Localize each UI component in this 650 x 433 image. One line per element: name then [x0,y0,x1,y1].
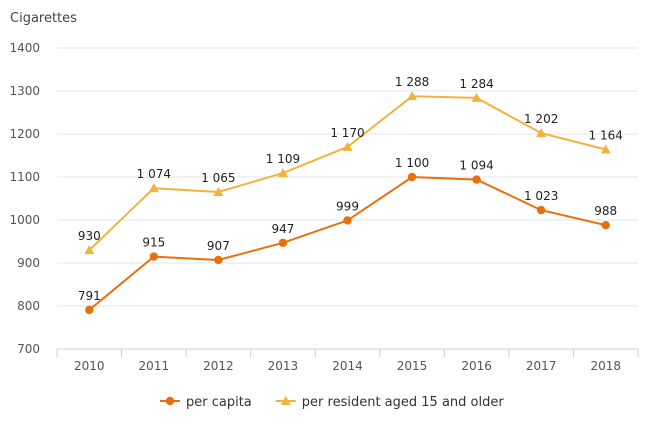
y-tick-label: 700 [17,342,40,356]
y-axis-title: Cigarettes [10,11,77,26]
y-axis-ticks: 700 800 900 1000 1100 1200 1300 1400 [9,41,40,356]
data-label: 1 074 [137,167,171,181]
data-point [601,220,610,230]
data-point [213,187,224,197]
data-label: 1 164 [589,128,623,142]
x-tick-label: 2012 [203,359,234,373]
x-tick-label: 2015 [397,359,428,373]
data-point [84,245,95,255]
data-point [343,216,352,225]
data-label: 930 [78,229,101,243]
legend-marker [280,396,291,405]
data-point [600,144,611,154]
y-tick-label: 1400 [9,41,40,55]
data-label: 988 [594,204,617,218]
legend-item-0[interactable]: per capita [160,395,252,410]
x-tick-label: 2017 [526,359,557,373]
data-point [278,238,288,247]
data-point [407,91,418,101]
legend-marker [165,396,175,406]
x-axis: 2010 2011 2012 2013 2014 2015 2016 2017 2018 [56,348,639,373]
data-point [85,305,94,315]
data-label: 1 109 [266,152,300,166]
data-label: 915 [142,236,165,250]
x-tick-label: 2018 [590,359,621,373]
data-label: 1 023 [524,189,558,203]
data-label: 1 288 [395,75,429,89]
data-point [536,205,546,215]
data-label: 1 170 [330,126,364,140]
data-label: 1 284 [459,77,493,91]
y-tick-label: 1000 [9,213,40,227]
data-point [536,128,547,138]
x-tick-label: 2013 [268,359,299,373]
y-tick-label: 1200 [9,127,40,141]
x-tick-label: 2016 [461,359,492,373]
data-label: 907 [207,239,230,253]
data-label: 1 202 [524,112,558,126]
data-label: 791 [78,289,101,303]
y-tick-label: 1100 [9,170,40,184]
data-point [342,141,353,151]
legend-item-1[interactable]: per resident aged 15 and older [275,395,505,410]
legend: per capita per resident aged 15 and older [160,395,504,410]
data-point [149,252,159,261]
data-point [148,183,159,193]
y-tick-label: 900 [17,256,40,270]
y-tick-label: 1300 [9,84,40,98]
data-label: 1 094 [459,159,493,173]
data-point [407,172,417,182]
data-label: 1 100 [395,156,429,170]
data-point [277,168,288,178]
x-tick-label: 2010 [74,359,105,373]
data-label: 1 065 [201,171,235,185]
data-label: 947 [271,222,294,236]
legend-label: per resident aged 15 and older [302,395,505,410]
data-point [471,92,482,102]
y-tick-label: 800 [17,299,40,313]
data-label: 999 [336,199,359,213]
data-labels: 791 915 907 947 999 1 100 1 094 1 023 988 930 1 07… [78,75,623,303]
x-tick-label: 2014 [332,359,363,373]
x-tick-label: 2011 [139,359,170,373]
data-point [214,255,223,265]
series-markers [84,91,611,315]
data-point [472,175,481,184]
legend-label: per capita [186,395,252,410]
